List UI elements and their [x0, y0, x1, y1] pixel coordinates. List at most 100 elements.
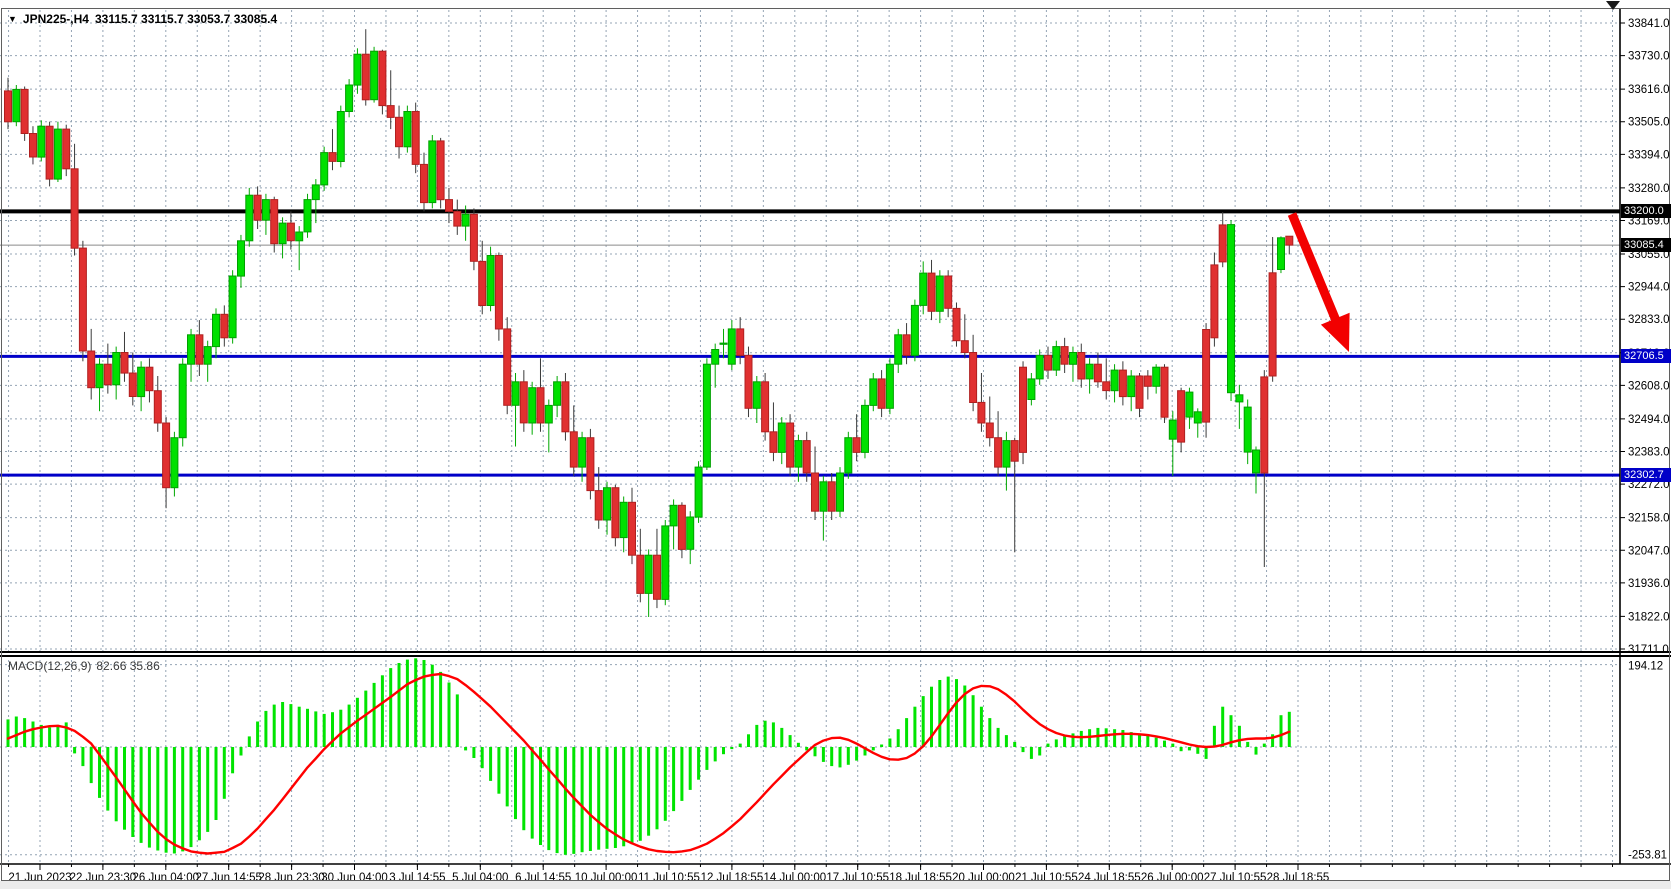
macd-bar: [1063, 736, 1067, 747]
macd-bar: [231, 747, 235, 774]
candle-bullish: [686, 516, 695, 550]
trend-arrow-shaft[interactable]: [1287, 212, 1342, 326]
candle-bearish: [78, 247, 87, 352]
price-axis-label: 32158.0: [1628, 513, 1670, 525]
candle-bullish: [320, 152, 329, 186]
macd-bar: [763, 720, 767, 747]
macd-bar: [647, 747, 651, 836]
macd-bar: [364, 690, 368, 747]
candle-bullish: [1110, 369, 1119, 392]
candle-bearish: [469, 213, 478, 262]
macd-bar: [655, 747, 659, 830]
panel-divider[interactable]: [0, 655, 1671, 657]
candle-bullish: [861, 404, 869, 453]
macd-bar: [1138, 734, 1141, 747]
macd-bar: [1021, 747, 1025, 753]
macd-bar: [439, 671, 443, 747]
candle-bullish: [353, 53, 362, 86]
candle-bearish: [20, 88, 29, 134]
macd-bar: [222, 747, 226, 799]
candle-bullish: [370, 50, 379, 101]
candle-bullish: [836, 472, 844, 512]
window-footer-strip: [0, 881, 1671, 889]
candle-bearish: [969, 352, 978, 403]
macd-bar: [838, 747, 842, 768]
candle-bullish: [336, 111, 345, 162]
candle-bullish: [844, 437, 853, 474]
candle-bearish: [195, 334, 204, 365]
candle-bullish: [544, 404, 553, 424]
candle-bullish: [53, 128, 62, 180]
candle-bullish: [1235, 394, 1244, 403]
macd-bar: [114, 747, 118, 822]
macd-bar: [264, 710, 268, 747]
macd-bar: [1096, 727, 1100, 747]
candle-bearish: [361, 53, 370, 101]
macd-bar: [1187, 747, 1191, 751]
macd-bar: [730, 747, 734, 750]
hline-price-tag[interactable]: 33200.0: [1621, 204, 1671, 218]
macd-bar: [572, 747, 576, 854]
candle-bearish: [1077, 352, 1086, 380]
candle-bullish: [727, 328, 736, 365]
candle-bearish: [594, 490, 603, 521]
candle-bearish: [977, 401, 986, 424]
candle-bullish: [1168, 419, 1177, 440]
candle-bullish: [203, 346, 212, 365]
macd-bar: [713, 747, 717, 762]
macd-bar: [1088, 729, 1092, 747]
symbol-dropdown-icon[interactable]: ▼: [8, 13, 17, 24]
candle-bearish: [103, 363, 112, 386]
candle-bullish: [212, 313, 220, 348]
macd-bar: [89, 747, 93, 784]
candle-bullish: [228, 275, 237, 339]
macd-bar: [289, 704, 293, 747]
macd-bar: [813, 747, 817, 757]
hline-price-tag[interactable]: 32302.7: [1621, 468, 1671, 482]
macd-bar: [14, 716, 18, 747]
macd-bar: [755, 724, 759, 747]
candle-bearish: [70, 168, 79, 249]
macd-bar: [189, 747, 193, 848]
price-axis-label: 32383.0: [1628, 447, 1670, 459]
candle-bearish: [420, 163, 428, 204]
candle-bullish: [578, 437, 587, 468]
macd-bar: [1004, 735, 1008, 747]
macd-bar: [1254, 747, 1258, 755]
price-axis-label: 33169.0: [1628, 215, 1670, 227]
macd-bar: [331, 712, 334, 747]
chart-shift-marker-icon[interactable]: [1606, 1, 1620, 10]
macd-bar: [930, 686, 933, 747]
candle-bullish: [178, 363, 187, 439]
macd-bar: [1204, 747, 1208, 759]
candle-bullish: [170, 437, 179, 489]
macd-bar: [156, 747, 160, 851]
candle-bearish: [1260, 376, 1269, 474]
candle-bullish: [935, 275, 944, 312]
price-axis-label: 33394.0: [1628, 149, 1670, 161]
macd-bar: [480, 747, 484, 769]
candle-bearish: [286, 222, 295, 242]
macd-bar: [863, 747, 867, 756]
hline-price-tag[interactable]: 32706.5: [1621, 349, 1671, 363]
macd-bar: [555, 747, 559, 854]
candle-bearish: [653, 554, 661, 600]
candle-bullish: [910, 304, 919, 356]
candle-bearish: [611, 487, 620, 539]
macd-bar: [98, 747, 101, 798]
candle-bearish: [220, 313, 229, 339]
macd-bar: [855, 747, 859, 761]
macd-bar: [1237, 725, 1241, 747]
macd-bar: [697, 747, 701, 780]
candle-bearish: [1210, 264, 1219, 339]
macd-bar: [131, 747, 135, 837]
candle-bearish: [561, 381, 570, 433]
trend-arrow-head[interactable]: [1320, 312, 1350, 352]
candle-bullish: [553, 381, 562, 406]
candle-bullish: [428, 140, 437, 204]
candle-bearish: [29, 133, 37, 158]
macd-bar: [672, 747, 676, 812]
panel-divider[interactable]: [0, 651, 1671, 653]
macd-bar: [846, 747, 850, 765]
